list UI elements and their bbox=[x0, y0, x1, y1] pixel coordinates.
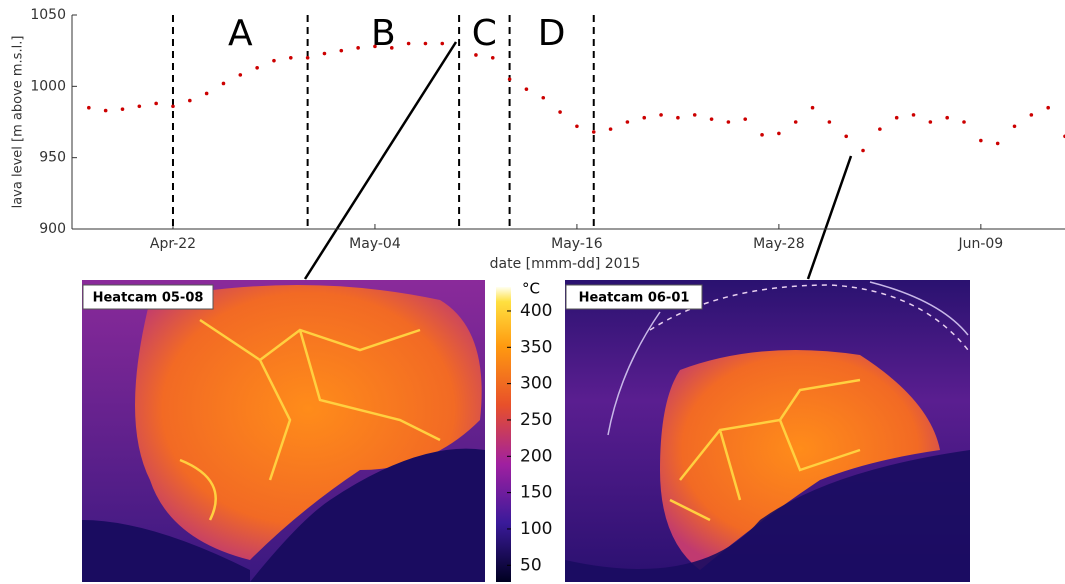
data-point bbox=[103, 108, 108, 113]
connector bbox=[303, 41, 458, 280]
data-point bbox=[171, 104, 175, 109]
data-point bbox=[962, 120, 966, 124]
data-point bbox=[743, 117, 748, 121]
connector bbox=[806, 155, 853, 280]
image-label: Heatcam 05-08 bbox=[93, 291, 204, 306]
image-label: Heatcam 06-01 bbox=[579, 291, 690, 306]
data-point bbox=[911, 113, 916, 117]
data-point bbox=[221, 81, 226, 86]
data-point bbox=[356, 46, 360, 50]
data-point bbox=[979, 138, 983, 143]
data-point bbox=[591, 130, 596, 134]
data-point bbox=[373, 44, 377, 49]
x-tick-label: May-04 bbox=[349, 236, 401, 252]
colorbar-tick-label: 300 bbox=[520, 374, 552, 394]
colorbar-tick-label: 200 bbox=[520, 446, 552, 466]
colorbar bbox=[496, 287, 511, 582]
data-point bbox=[272, 58, 276, 63]
label-box bbox=[82, 284, 214, 310]
phase-label: A bbox=[228, 13, 253, 54]
data-point bbox=[1012, 124, 1017, 129]
y-tick-label: 1000 bbox=[30, 78, 66, 94]
data-point bbox=[406, 41, 411, 46]
data-point bbox=[928, 120, 933, 124]
data-point bbox=[322, 51, 327, 56]
data-point bbox=[659, 113, 663, 117]
colorbar-tick-label: 50 bbox=[520, 555, 542, 575]
data-point bbox=[137, 104, 142, 109]
data-point bbox=[625, 120, 630, 124]
x-tick-label: May-16 bbox=[551, 236, 603, 252]
data-point bbox=[945, 115, 949, 120]
data-point bbox=[760, 133, 764, 137]
data-point bbox=[120, 107, 125, 111]
data-point bbox=[894, 115, 899, 120]
data-point bbox=[541, 95, 546, 100]
data-point bbox=[507, 77, 512, 81]
data-point bbox=[827, 120, 832, 124]
data-point bbox=[305, 56, 310, 60]
heatcam-image bbox=[565, 280, 970, 582]
data-point bbox=[995, 141, 1000, 146]
data-point bbox=[474, 53, 478, 57]
colorbar-tick-label: 100 bbox=[520, 519, 552, 539]
data-point bbox=[389, 46, 394, 50]
data-point bbox=[255, 65, 259, 70]
colorbar-tick-label: 400 bbox=[520, 301, 552, 321]
x-axis-label: date [mmm-dd] 2015 bbox=[490, 256, 641, 272]
x-tick-label: May-28 bbox=[753, 236, 805, 252]
data-point bbox=[810, 105, 815, 110]
data-point bbox=[1029, 113, 1034, 117]
colorbar-tick-label: 150 bbox=[520, 483, 552, 503]
heatcam-image bbox=[82, 280, 485, 582]
data-point bbox=[154, 101, 158, 106]
data-point bbox=[861, 148, 865, 153]
data-point bbox=[558, 110, 562, 114]
data-point bbox=[608, 127, 613, 131]
y-tick-label: 950 bbox=[39, 150, 66, 166]
x-tick-label: Jun-09 bbox=[957, 236, 1003, 252]
data-point bbox=[238, 73, 243, 77]
x-tick-label: Apr-22 bbox=[150, 236, 196, 252]
label-box bbox=[565, 284, 703, 310]
data-point bbox=[288, 56, 293, 60]
phase-label: D bbox=[538, 13, 566, 54]
colorbar-tick-label: 250 bbox=[520, 410, 552, 430]
data-point bbox=[490, 56, 495, 60]
data-point bbox=[878, 127, 882, 131]
data-point bbox=[844, 134, 849, 139]
data-point bbox=[709, 117, 714, 121]
data-point bbox=[339, 48, 344, 53]
data-point bbox=[204, 91, 209, 96]
colorbar-tick-label: 350 bbox=[520, 337, 552, 357]
data-point bbox=[1046, 105, 1050, 110]
data-point bbox=[524, 87, 529, 91]
data-point bbox=[793, 120, 798, 124]
data-point bbox=[777, 131, 781, 136]
data-point bbox=[423, 41, 428, 46]
data-point bbox=[676, 115, 680, 120]
phase-label: C bbox=[472, 13, 497, 54]
data-point bbox=[726, 120, 731, 124]
data-point bbox=[188, 98, 192, 103]
colorbar-unit: °C bbox=[522, 280, 540, 298]
y-tick-label: 900 bbox=[39, 221, 66, 237]
data-point bbox=[642, 115, 647, 120]
data-point bbox=[692, 113, 697, 117]
data-point bbox=[440, 41, 445, 46]
data-point bbox=[575, 124, 579, 129]
data-point bbox=[87, 105, 91, 110]
y-tick-label: 1050 bbox=[30, 7, 66, 23]
y-axis-label: lava level [m above m.s.l.] bbox=[11, 36, 26, 209]
